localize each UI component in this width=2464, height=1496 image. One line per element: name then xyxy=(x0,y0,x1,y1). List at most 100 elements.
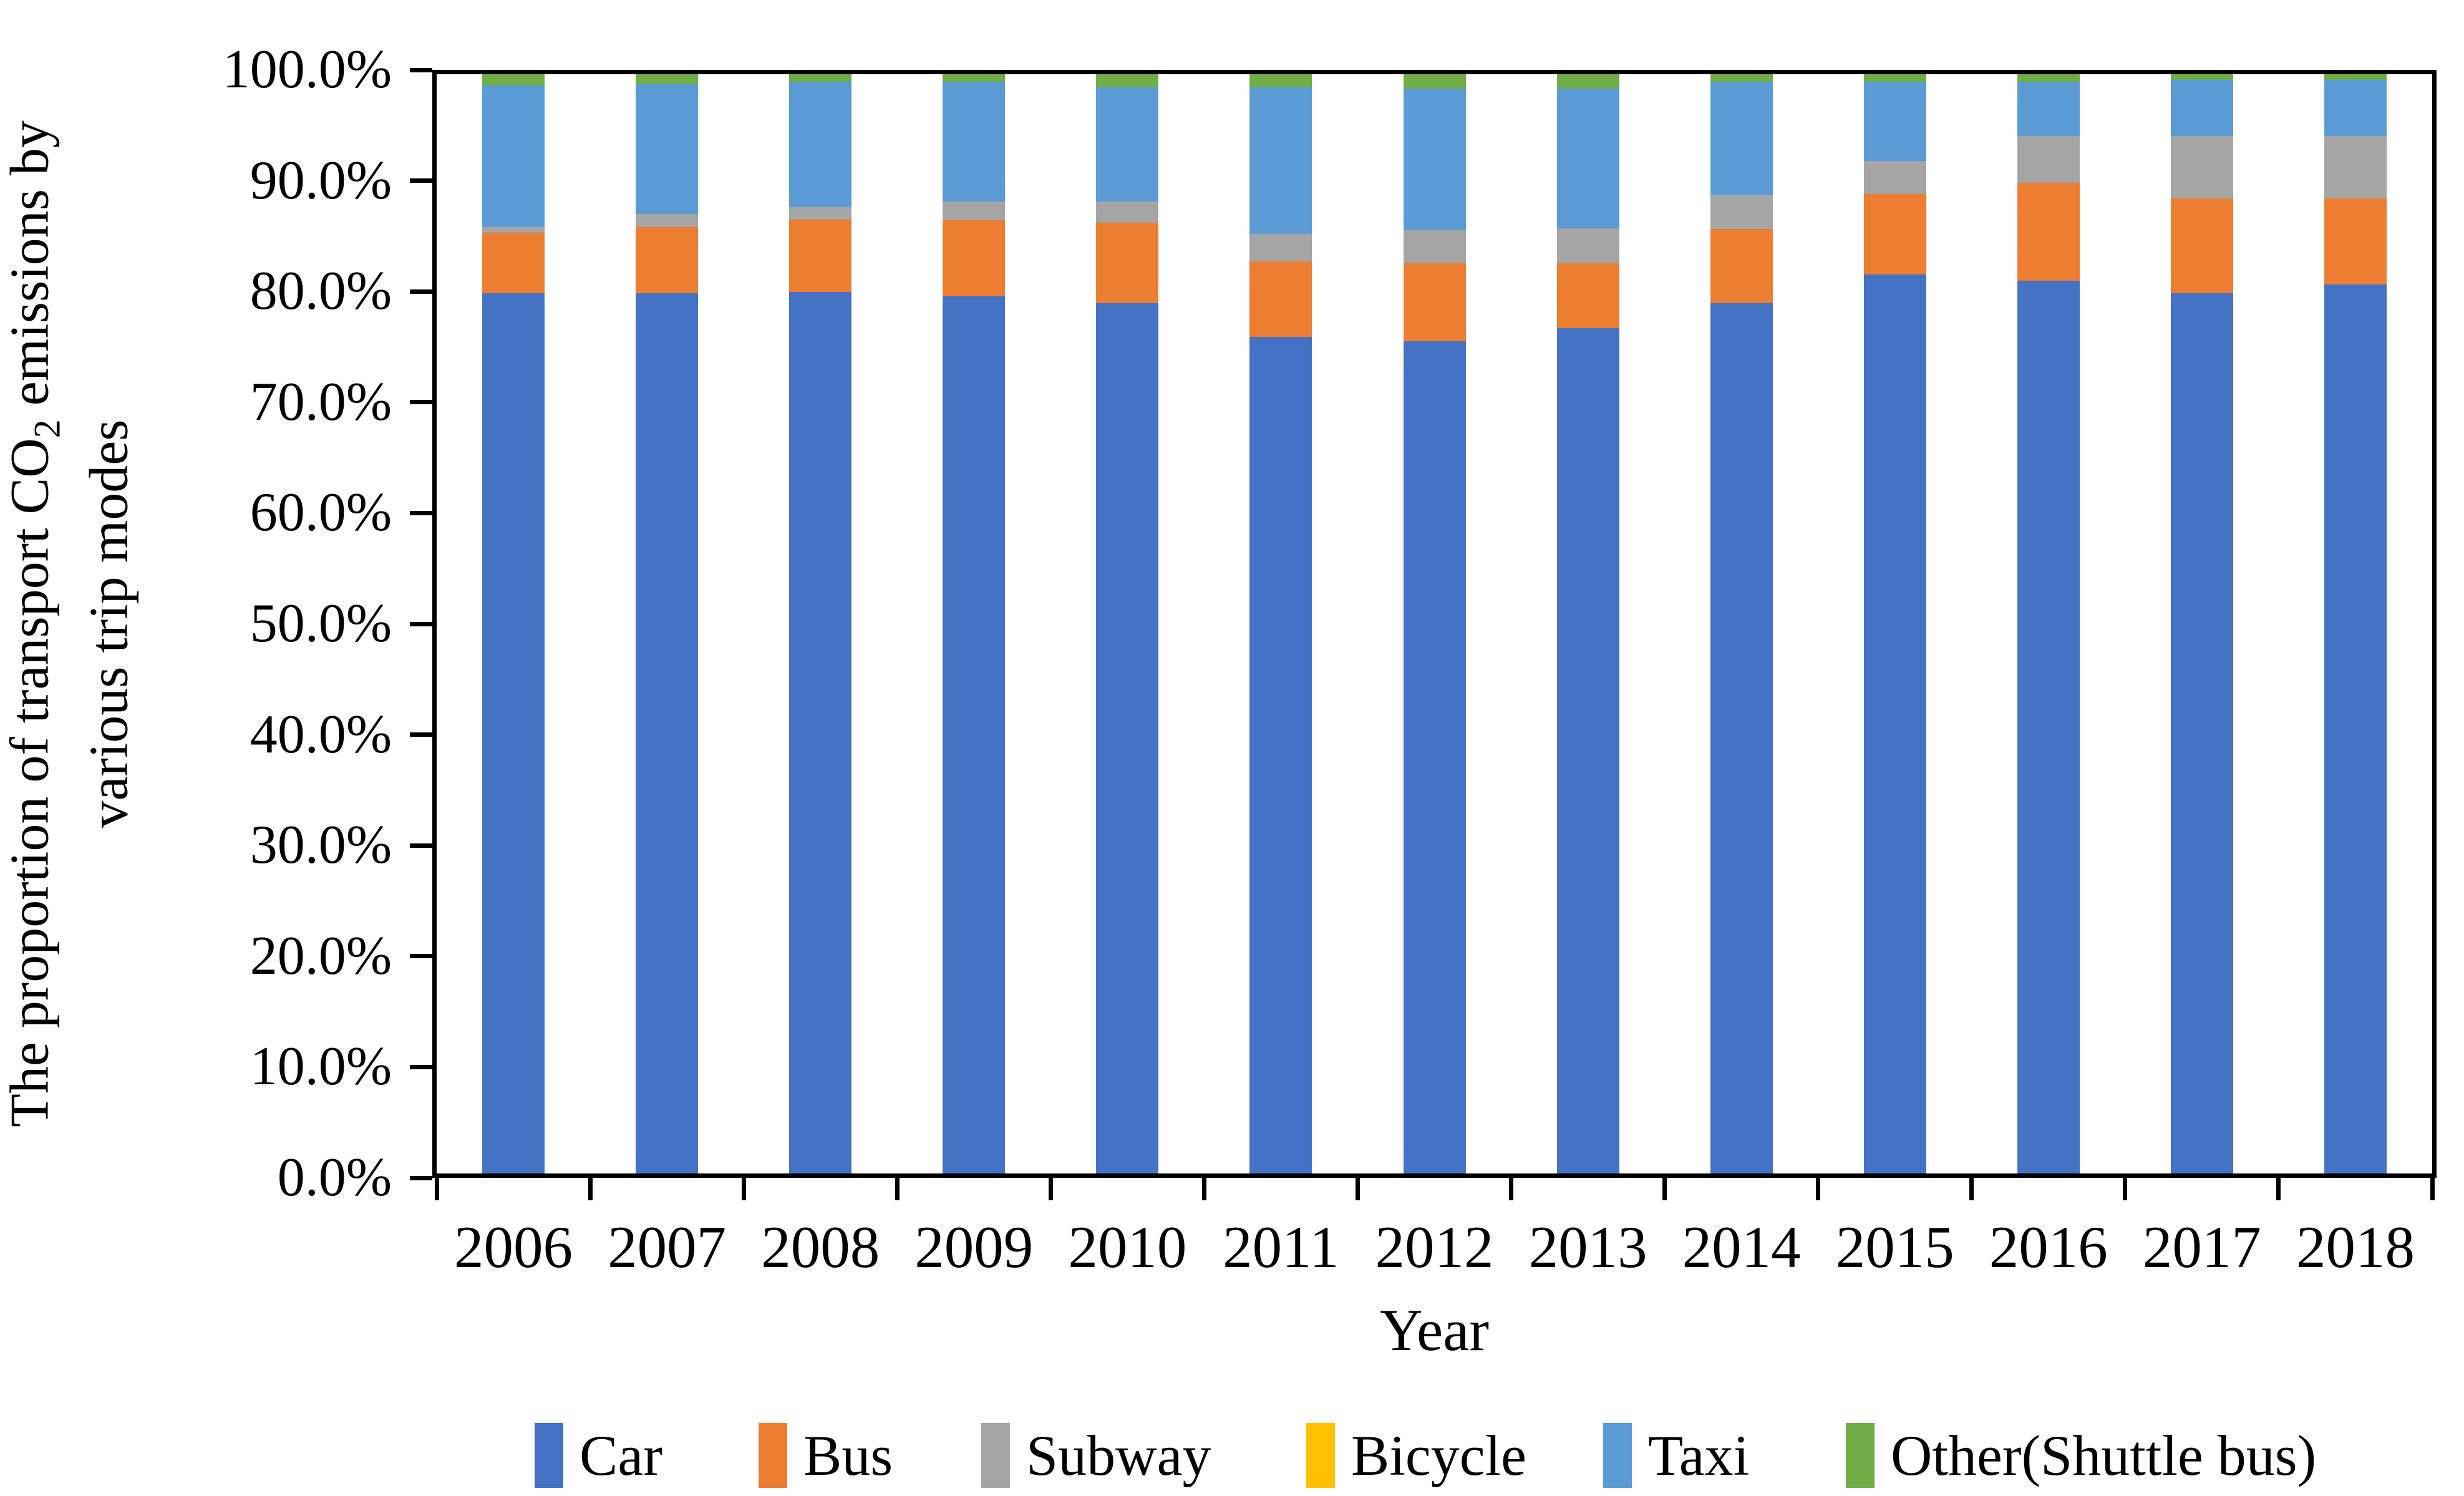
legend-swatch-icon xyxy=(1846,1423,1875,1488)
bar-segment-other-shuttle-bus-2016 xyxy=(2017,74,2080,82)
bar-segment-subway-2007 xyxy=(636,213,699,227)
bar-segment-taxi-2007 xyxy=(636,84,699,214)
x-axis-tick-5 xyxy=(1201,1178,1206,1200)
y-axis-label-30.0%: 30.0% xyxy=(250,815,392,876)
bar-segment-bus-2006 xyxy=(482,232,545,293)
bar-segment-taxi-2009 xyxy=(943,82,1006,202)
bar-segment-taxi-2016 xyxy=(2017,82,2080,136)
x-axis-title: Year xyxy=(1379,1297,1490,1363)
x-axis-tick-8 xyxy=(1662,1178,1667,1200)
legend-label: Car xyxy=(580,1424,662,1487)
legend-item-car: Car xyxy=(535,1415,662,1496)
legend-swatch-icon xyxy=(1306,1423,1335,1488)
bar-segment-subway-2009 xyxy=(943,202,1006,221)
y-axis-tick-20.0% xyxy=(410,954,432,959)
x-axis-label-2007: 2007 xyxy=(608,1214,727,1280)
bar-segment-taxi-2017 xyxy=(2170,79,2233,136)
bar-segment-car-2017 xyxy=(2170,293,2233,1173)
x-axis-tick-13 xyxy=(2430,1178,2435,1200)
y-axis-tick-0.0% xyxy=(410,1175,432,1180)
x-axis-label-2011: 2011 xyxy=(1223,1214,1339,1280)
x-axis-tick-11 xyxy=(2123,1178,2128,1200)
bar-segment-subway-2014 xyxy=(1710,195,1773,230)
bar-segment-bus-2016 xyxy=(2017,183,2080,281)
bar-segment-bus-2009 xyxy=(943,220,1006,296)
stacked-bar-2017 xyxy=(2170,74,2233,1173)
x-axis-label-2010: 2010 xyxy=(1068,1214,1187,1280)
stacked-bar-2010 xyxy=(1096,74,1159,1173)
bar-segment-other-shuttle-bus-2007 xyxy=(636,74,699,84)
bar-segment-car-2011 xyxy=(1249,337,1312,1173)
bar-segment-subway-2015 xyxy=(1863,161,1926,195)
bar-segment-other-shuttle-bus-2015 xyxy=(1863,74,1926,82)
bar-segment-other-shuttle-bus-2009 xyxy=(943,74,1006,82)
bar-segment-other-shuttle-bus-2013 xyxy=(1556,74,1619,89)
stacked-bar-2014 xyxy=(1710,74,1773,1173)
x-axis-tick-6 xyxy=(1355,1178,1360,1200)
bar-segment-bus-2013 xyxy=(1556,263,1619,329)
x-axis-label-2012: 2012 xyxy=(1375,1214,1494,1280)
bars-container xyxy=(437,74,2432,1173)
x-axis-label-2016: 2016 xyxy=(1989,1214,2108,1280)
y-axis-tick-100.0% xyxy=(410,67,432,72)
x-axis-label-2009: 2009 xyxy=(914,1214,1034,1280)
y-axis-label-90.0%: 90.0% xyxy=(250,150,392,211)
y-axis-label-100.0%: 100.0% xyxy=(222,39,392,100)
stacked-bar-2008 xyxy=(789,74,852,1173)
legend-item-subway: Subway xyxy=(981,1415,1211,1496)
bar-segment-bus-2007 xyxy=(636,226,699,293)
bar-segment-other-shuttle-bus-2006 xyxy=(482,74,545,85)
plot-area xyxy=(432,70,2437,1178)
bar-column-2008 xyxy=(744,74,897,1173)
bar-segment-other-shuttle-bus-2008 xyxy=(789,74,852,82)
bar-segment-taxi-2018 xyxy=(2324,79,2387,136)
bar-segment-bus-2008 xyxy=(789,219,852,292)
bar-segment-taxi-2015 xyxy=(1863,82,1926,162)
x-axis-tick-9 xyxy=(1816,1178,1821,1200)
bar-segment-car-2009 xyxy=(943,296,1006,1173)
y-axis-label-10.0%: 10.0% xyxy=(250,1036,392,1097)
bar-segment-bus-2012 xyxy=(1403,263,1466,342)
bar-segment-bus-2011 xyxy=(1249,261,1312,338)
x-axis-tick-4 xyxy=(1048,1178,1053,1200)
bar-segment-subway-2008 xyxy=(789,207,852,220)
bar-segment-subway-2017 xyxy=(2170,135,2233,199)
legend-item-bicycle: Bicycle xyxy=(1306,1415,1526,1496)
y-axis-tick-60.0% xyxy=(410,510,432,515)
x-axis-label-2013: 2013 xyxy=(1528,1214,1647,1280)
bar-segment-bus-2017 xyxy=(2170,198,2233,293)
y-axis-tick-80.0% xyxy=(410,289,432,294)
stacked-bar-2011 xyxy=(1249,74,1312,1173)
bar-segment-car-2013 xyxy=(1556,328,1619,1173)
x-axis-label-2006: 2006 xyxy=(454,1214,573,1280)
x-axis-tick-12 xyxy=(2276,1178,2281,1200)
bar-segment-other-shuttle-bus-2012 xyxy=(1403,74,1466,89)
bar-segment-bus-2018 xyxy=(2324,198,2387,284)
stacked-bar-2013 xyxy=(1556,74,1619,1173)
bar-segment-car-2007 xyxy=(636,293,699,1173)
bar-segment-subway-2012 xyxy=(1403,230,1466,264)
x-axis-tick-10 xyxy=(1969,1178,1974,1200)
stacked-bar-2018 xyxy=(2324,74,2387,1173)
stacked-bar-2007 xyxy=(636,74,699,1173)
bar-column-2010 xyxy=(1050,74,1204,1173)
bar-segment-taxi-2014 xyxy=(1710,82,1773,195)
bar-column-2009 xyxy=(897,74,1050,1173)
bar-segment-bus-2010 xyxy=(1096,222,1159,303)
bar-segment-car-2015 xyxy=(1863,274,1926,1173)
y-axis-label-20.0%: 20.0% xyxy=(250,925,392,986)
stacked-bar-2009 xyxy=(943,74,1006,1173)
y-axis-tick-50.0% xyxy=(410,621,432,626)
bar-segment-subway-2013 xyxy=(1556,228,1619,264)
legend-label: Bus xyxy=(803,1424,893,1487)
bar-column-2011 xyxy=(1204,74,1357,1173)
y-axis-tick-40.0% xyxy=(410,732,432,737)
legend-label: Subway xyxy=(1026,1424,1211,1487)
bar-segment-taxi-2012 xyxy=(1403,88,1466,231)
bar-segment-other-shuttle-bus-2018 xyxy=(2324,74,2387,80)
bar-column-2015 xyxy=(1818,74,1972,1173)
bar-segment-other-shuttle-bus-2010 xyxy=(1096,74,1159,88)
bar-segment-car-2016 xyxy=(2017,281,2080,1173)
bar-column-2007 xyxy=(590,74,744,1173)
x-axis-tick-7 xyxy=(1509,1178,1514,1200)
